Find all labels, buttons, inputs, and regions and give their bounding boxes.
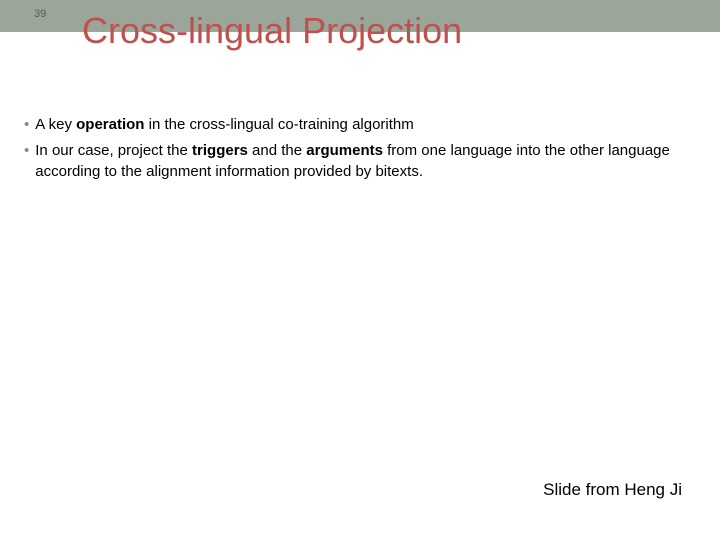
bullet-text: In our case, project the triggers and th… <box>35 141 708 182</box>
text-bold: triggers <box>192 142 248 159</box>
content-area: • A key operation in the cross-lingual c… <box>24 115 708 188</box>
text-segment: A key <box>35 116 76 133</box>
text-bold: operation <box>76 116 144 133</box>
bullet-text: A key operation in the cross-lingual co-… <box>35 115 708 135</box>
bullet-marker-icon: • <box>24 115 29 135</box>
text-segment: In our case, project the <box>35 142 192 159</box>
bullet-item: • In our case, project the triggers and … <box>24 141 708 182</box>
slide-title: Cross-lingual Projection <box>82 10 462 52</box>
text-bold: arguments <box>306 142 383 159</box>
bullet-marker-icon: • <box>24 141 29 161</box>
slide-number: 39 <box>34 8 46 20</box>
attribution: Slide from Heng Ji <box>543 480 682 500</box>
text-segment: and the <box>248 142 306 159</box>
text-segment: in the cross-lingual co-training algorit… <box>144 116 413 133</box>
bullet-item: • A key operation in the cross-lingual c… <box>24 115 708 135</box>
